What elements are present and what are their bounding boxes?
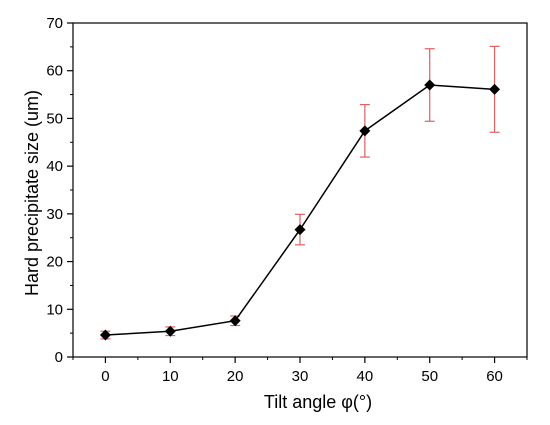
error-bars [100,45,500,340]
y-tick-label: 10 [46,301,63,318]
axes: 0 10 20 30 40 50 60 0 10 20 30 40 50 60 70 [46,15,528,385]
y-tick-label: 50 [46,110,63,127]
y-tick-label: 40 [46,158,63,175]
series-polyline [105,84,495,336]
series-line [105,84,495,336]
y-tick-label: 60 [46,63,63,80]
x-tick-label: 30 [292,368,309,385]
plot-frame [72,22,528,358]
y-tick-label: 70 [46,15,63,32]
data-point-diamond [164,325,176,337]
x-tick-label: 50 [421,368,438,385]
x-tick-label: 10 [162,368,179,385]
y-tick-label: 0 [55,349,63,366]
data-point-diamond [424,79,436,91]
x-tick-label: 40 [357,368,374,385]
data-point-diamond [99,329,111,341]
y-tick-label: 30 [46,206,63,223]
data-point-diamond [489,83,501,95]
data-point-diamond [359,125,371,137]
x-axis-title: Tilt angle φ(°) [264,392,372,412]
data-markers [99,79,501,341]
x-tick-label: 60 [486,368,503,385]
y-tick-label: 20 [46,254,63,271]
data-point-diamond [294,224,306,236]
data-point-diamond [229,315,241,327]
y-axis-title: Hard precipitate size (um) [22,90,42,296]
x-tick-label: 20 [227,368,244,385]
x-tick-label: 0 [101,368,109,385]
